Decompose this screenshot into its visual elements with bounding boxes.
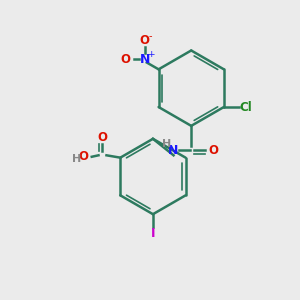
Text: N: N xyxy=(168,143,179,157)
Text: I: I xyxy=(151,227,155,240)
Text: N: N xyxy=(140,53,150,66)
Text: H: H xyxy=(71,154,81,164)
Text: O: O xyxy=(121,53,130,66)
Text: O: O xyxy=(208,143,218,157)
Text: Cl: Cl xyxy=(239,100,252,113)
Text: O: O xyxy=(79,150,89,163)
Text: +: + xyxy=(148,50,155,59)
Text: -: - xyxy=(149,31,152,41)
Text: O: O xyxy=(97,130,107,143)
Text: H: H xyxy=(163,139,172,148)
Text: O: O xyxy=(140,34,150,47)
